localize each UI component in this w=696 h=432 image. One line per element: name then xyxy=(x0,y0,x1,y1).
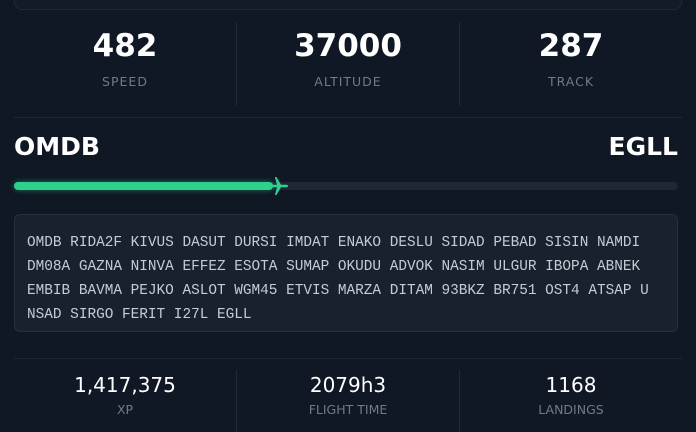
stat-value: 1168 xyxy=(545,373,597,397)
stat-value: 37000 xyxy=(294,28,402,64)
stat-label: ALTITUDE xyxy=(314,74,382,89)
stat: 1,417,375 XP xyxy=(14,370,236,432)
stat-label: LANDINGS xyxy=(538,402,604,417)
bottom-stats: 1,417,375 XP 2079h3 FLIGHT TIME 1168 LANDIN… xyxy=(14,370,682,432)
flight-plan-box: OMDB RIDA2F KIVUS DASUT DURSI IMDAT ENAK… xyxy=(14,214,678,332)
stat-value: 482 xyxy=(92,28,158,64)
stat-value: 2079h3 xyxy=(309,373,387,397)
origin: OMDB xyxy=(14,132,100,161)
flight-plan: OMDB RIDA2F KIVUS DASUT DURSI IMDAT ENAK… xyxy=(27,235,649,323)
separator xyxy=(14,117,682,118)
stat-label: SPEED xyxy=(102,74,148,89)
plane-icon xyxy=(269,177,288,195)
destination: EGLL xyxy=(608,132,678,161)
stat: 482 SPEED xyxy=(14,22,236,106)
stat-label: TRACK xyxy=(547,74,595,89)
stat-value: 287 xyxy=(538,28,604,64)
stat-label: XP xyxy=(116,402,134,417)
progress-track xyxy=(14,177,678,195)
stat-value: 1,417,375 xyxy=(74,373,176,397)
progress-fill xyxy=(14,182,273,190)
stat: 287 TRACK xyxy=(459,22,682,106)
stat: 1168 LANDINGS xyxy=(459,370,682,432)
stat: 37000 ALTITUDE xyxy=(236,22,459,106)
stat-label: FLIGHT TIME xyxy=(308,402,388,417)
previous-card xyxy=(14,0,682,10)
top-stats: 482 SPEED 37000 ALTITUDE 287 TRACK xyxy=(14,22,682,106)
separator xyxy=(14,358,682,359)
stat: 2079h3 FLIGHT TIME xyxy=(236,370,459,432)
